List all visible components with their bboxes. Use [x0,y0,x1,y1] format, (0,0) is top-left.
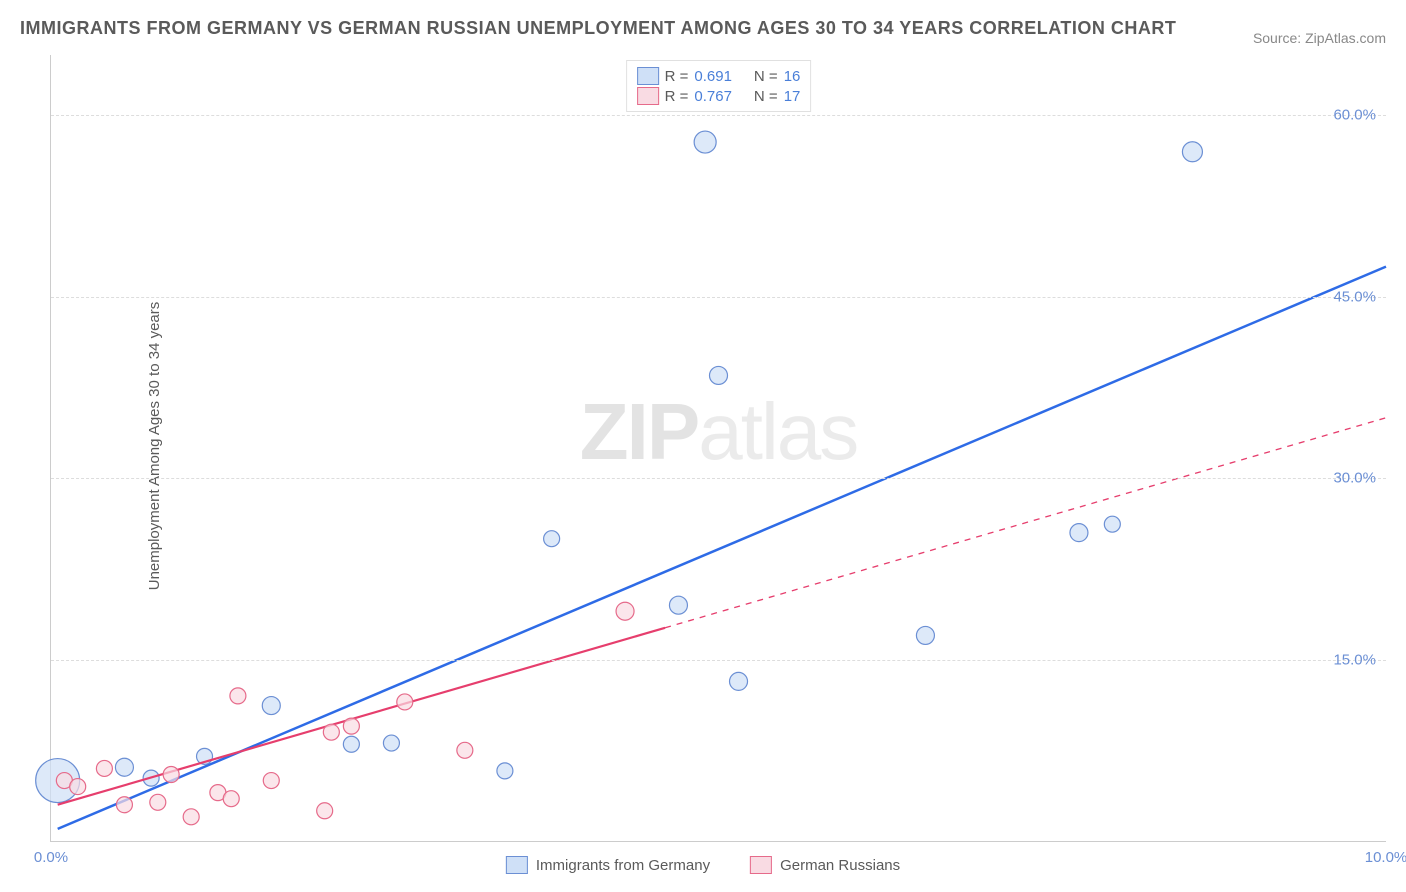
y-tick-label: 15.0% [1333,651,1376,668]
data-point [263,773,279,789]
data-point [70,779,86,795]
source-attribution: Source: ZipAtlas.com [1253,30,1386,46]
trend-line [58,267,1386,829]
y-tick-label: 60.0% [1333,107,1376,124]
plot-area: ZIPatlas R =0.691N =16R =0.767N =17 15.0… [50,55,1386,842]
data-point [150,794,166,810]
data-point [163,766,179,782]
data-point [116,797,132,813]
data-point [223,791,239,807]
data-point [383,735,399,751]
series-legend: Immigrants from Germany German Russians [506,856,900,874]
chart-title: IMMIGRANTS FROM GERMANY VS GERMAN RUSSIA… [20,18,1176,39]
y-tick-label: 30.0% [1333,470,1376,487]
data-point [230,688,246,704]
data-point [323,724,339,740]
data-point [96,760,112,776]
series-legend-item: Immigrants from Germany [506,856,710,874]
data-point [457,742,473,758]
data-point [730,672,748,690]
scatter-chart [51,55,1386,841]
series-legend-label: Immigrants from Germany [536,857,710,874]
data-point [916,626,934,644]
data-point [317,803,333,819]
legend-swatch [506,856,528,874]
data-point [544,531,560,547]
trend-line-solid [58,628,665,805]
series-legend-label: German Russians [780,857,900,874]
data-point [397,694,413,710]
x-tick-label: 10.0% [1365,849,1406,866]
data-point [1104,516,1120,532]
legend-swatch [750,856,772,874]
data-point [183,809,199,825]
y-tick-label: 45.0% [1333,288,1376,305]
data-point [669,596,687,614]
data-point [694,131,716,153]
data-point [115,758,133,776]
gridline [51,478,1386,479]
data-point [497,763,513,779]
x-tick-label: 0.0% [34,849,68,866]
data-point [1182,142,1202,162]
data-point [1070,524,1088,542]
data-point [262,697,280,715]
data-point [616,602,634,620]
gridline [51,297,1386,298]
series-legend-item: German Russians [750,856,900,874]
data-point [710,366,728,384]
trend-line-dashed [665,418,1386,628]
data-point [343,736,359,752]
gridline [51,115,1386,116]
data-point [343,718,359,734]
gridline [51,660,1386,661]
